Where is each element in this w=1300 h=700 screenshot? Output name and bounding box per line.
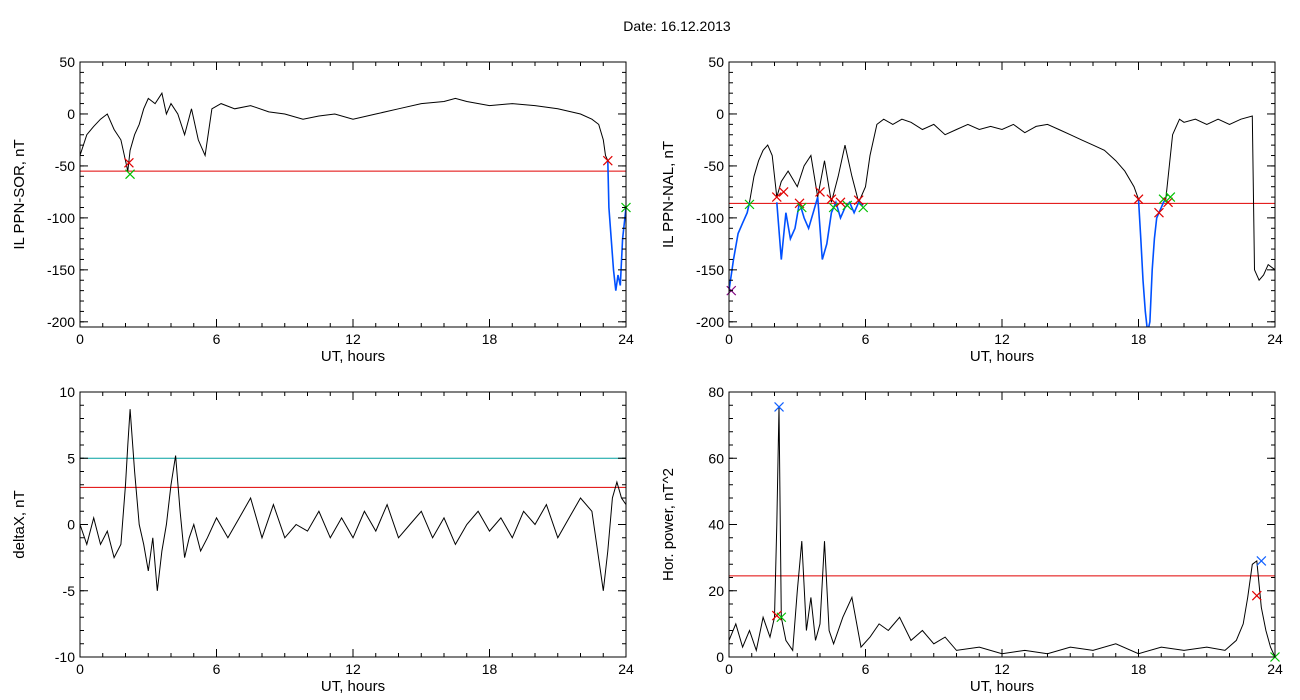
x-axis-label-power: UT, hours	[970, 678, 1034, 695]
marker-nal-17	[1165, 192, 1176, 203]
chart-nal: 0 6 12 18 24 50 0 -50 -100 -150 -200 UT, hours IL PP…	[660, 54, 1283, 365]
x-axis-label-nal: UT, hours	[970, 348, 1034, 365]
y-tick-label-power-0: 80	[708, 384, 724, 400]
series-line-deltax-0	[80, 409, 626, 591]
x-tick-label-power-2: 12	[994, 661, 1010, 677]
series-line-nal-3	[1137, 198, 1167, 327]
x-tick-label-power-3: 18	[1131, 661, 1147, 677]
x-tick-label-deltax-3: 18	[482, 661, 498, 677]
marker-nal-7	[826, 194, 837, 205]
y-tick-label-deltax-3: -5	[63, 583, 76, 599]
marker-nal-8	[828, 202, 839, 213]
marker-nal-10	[842, 200, 853, 211]
x-tick-label-sor-2: 12	[345, 331, 361, 347]
y-tick-label-power-2: 40	[708, 517, 724, 533]
y-axis-label-sor: IL PPN-SOR, nT	[11, 139, 28, 249]
marker-power-3	[1256, 556, 1267, 566]
chart-sor: 0 6 12 18 24 50 0 -50 -100 -150 -200 UT, hours IL PP…	[11, 54, 634, 365]
marker-power-2	[776, 612, 787, 623]
y-tick-label-nal-5: -200	[696, 314, 724, 330]
x-tick-label-sor-4: 24	[618, 331, 634, 347]
x-tick-label-sor-0: 0	[76, 331, 84, 347]
x-tick-label-nal-1: 6	[862, 331, 870, 347]
series-line-sor-1	[607, 160, 626, 291]
y-tick-label-sor-0: 50	[59, 54, 75, 70]
y-tick-label-sor-1: 0	[67, 106, 75, 122]
x-tick-label-sor-3: 18	[482, 331, 498, 347]
figure-title: Date: 16.12.2013	[623, 18, 731, 34]
x-tick-label-sor-1: 6	[213, 331, 221, 347]
y-tick-label-deltax-4: -10	[55, 649, 75, 665]
series-line-nal-4	[1165, 115, 1275, 282]
marker-sor-0	[123, 157, 134, 168]
plot-frame-sor	[79, 61, 627, 328]
plot-frame-nal	[728, 61, 1276, 328]
y-axis-label-power: Hor. power, nT^2	[660, 468, 677, 581]
marker-nal-9	[835, 197, 846, 208]
marker-power-0	[774, 401, 784, 412]
y-tick-label-deltax-1: 5	[67, 450, 75, 466]
marker-nal-11	[853, 195, 864, 206]
y-tick-label-nal-3: -100	[696, 210, 724, 226]
x-tick-label-deltax-2: 12	[345, 661, 361, 677]
y-tick-label-sor-4: -150	[47, 262, 75, 278]
x-tick-label-power-4: 24	[1267, 661, 1283, 677]
marker-power-4	[1251, 590, 1262, 601]
marker-sor-1	[125, 169, 135, 180]
x-tick-label-power-0: 0	[725, 661, 733, 677]
y-tick-label-nal-0: 50	[708, 54, 724, 70]
x-tick-label-nal-4: 24	[1267, 331, 1283, 347]
marker-nal-2	[771, 192, 782, 203]
marker-nal-16	[1163, 197, 1173, 208]
series-line-sor-0	[80, 91, 609, 172]
y-tick-label-power-4: 0	[716, 649, 724, 665]
x-tick-label-power-1: 6	[862, 661, 870, 677]
plot-frame-deltax	[79, 391, 627, 658]
chart-power: 0 6 12 18 24 80 60 40 20 0 UT, hours Hor. power, nT…	[660, 384, 1283, 695]
series-line-power-0	[729, 406, 1275, 657]
marker-sor-2	[602, 155, 613, 166]
y-tick-label-sor-5: -200	[47, 314, 75, 330]
y-axis-label-nal: IL PPN-NAL, nT	[660, 141, 677, 248]
y-axis-label-deltax: deltaX, nT	[11, 490, 28, 558]
y-tick-label-sor-3: -100	[47, 210, 75, 226]
marker-nal-15	[1158, 194, 1169, 205]
x-tick-label-deltax-1: 6	[213, 661, 221, 677]
x-tick-label-deltax-0: 0	[76, 661, 84, 677]
marker-nal-6	[815, 186, 825, 197]
series-line-nal-2	[776, 196, 864, 260]
x-tick-label-nal-0: 0	[725, 331, 733, 347]
y-tick-label-nal-2: -50	[704, 158, 724, 174]
marker-nal-12	[858, 202, 869, 213]
marker-nal-13	[1133, 194, 1144, 205]
y-tick-label-nal-1: 0	[716, 106, 724, 122]
marker-nal-3	[778, 186, 789, 197]
series-line-nal-1	[729, 202, 751, 291]
y-tick-label-nal-4: -150	[696, 262, 724, 278]
y-tick-label-power-1: 60	[708, 450, 724, 466]
marker-nal-1	[744, 199, 755, 210]
y-tick-label-power-3: 20	[708, 583, 724, 599]
x-tick-label-deltax-4: 24	[618, 661, 634, 677]
x-tick-label-nal-2: 12	[994, 331, 1010, 347]
x-axis-label-sor: UT, hours	[321, 348, 385, 365]
marker-nal-14	[1154, 207, 1164, 218]
y-tick-label-deltax-0: 10	[59, 384, 75, 400]
x-tick-label-nal-3: 18	[1131, 331, 1147, 347]
chart-deltax: 0 6 12 18 24 10 5 0 -5 -10 UT, hours deltaX, nT	[11, 384, 634, 695]
series-line-nal-0	[749, 118, 1139, 204]
x-axis-label-deltax: UT, hours	[321, 678, 385, 695]
plot-frame-power	[728, 391, 1276, 658]
marker-nal-5	[796, 202, 807, 213]
y-tick-label-deltax-2: 0	[67, 517, 75, 533]
y-tick-label-sor-2: -50	[55, 158, 75, 174]
